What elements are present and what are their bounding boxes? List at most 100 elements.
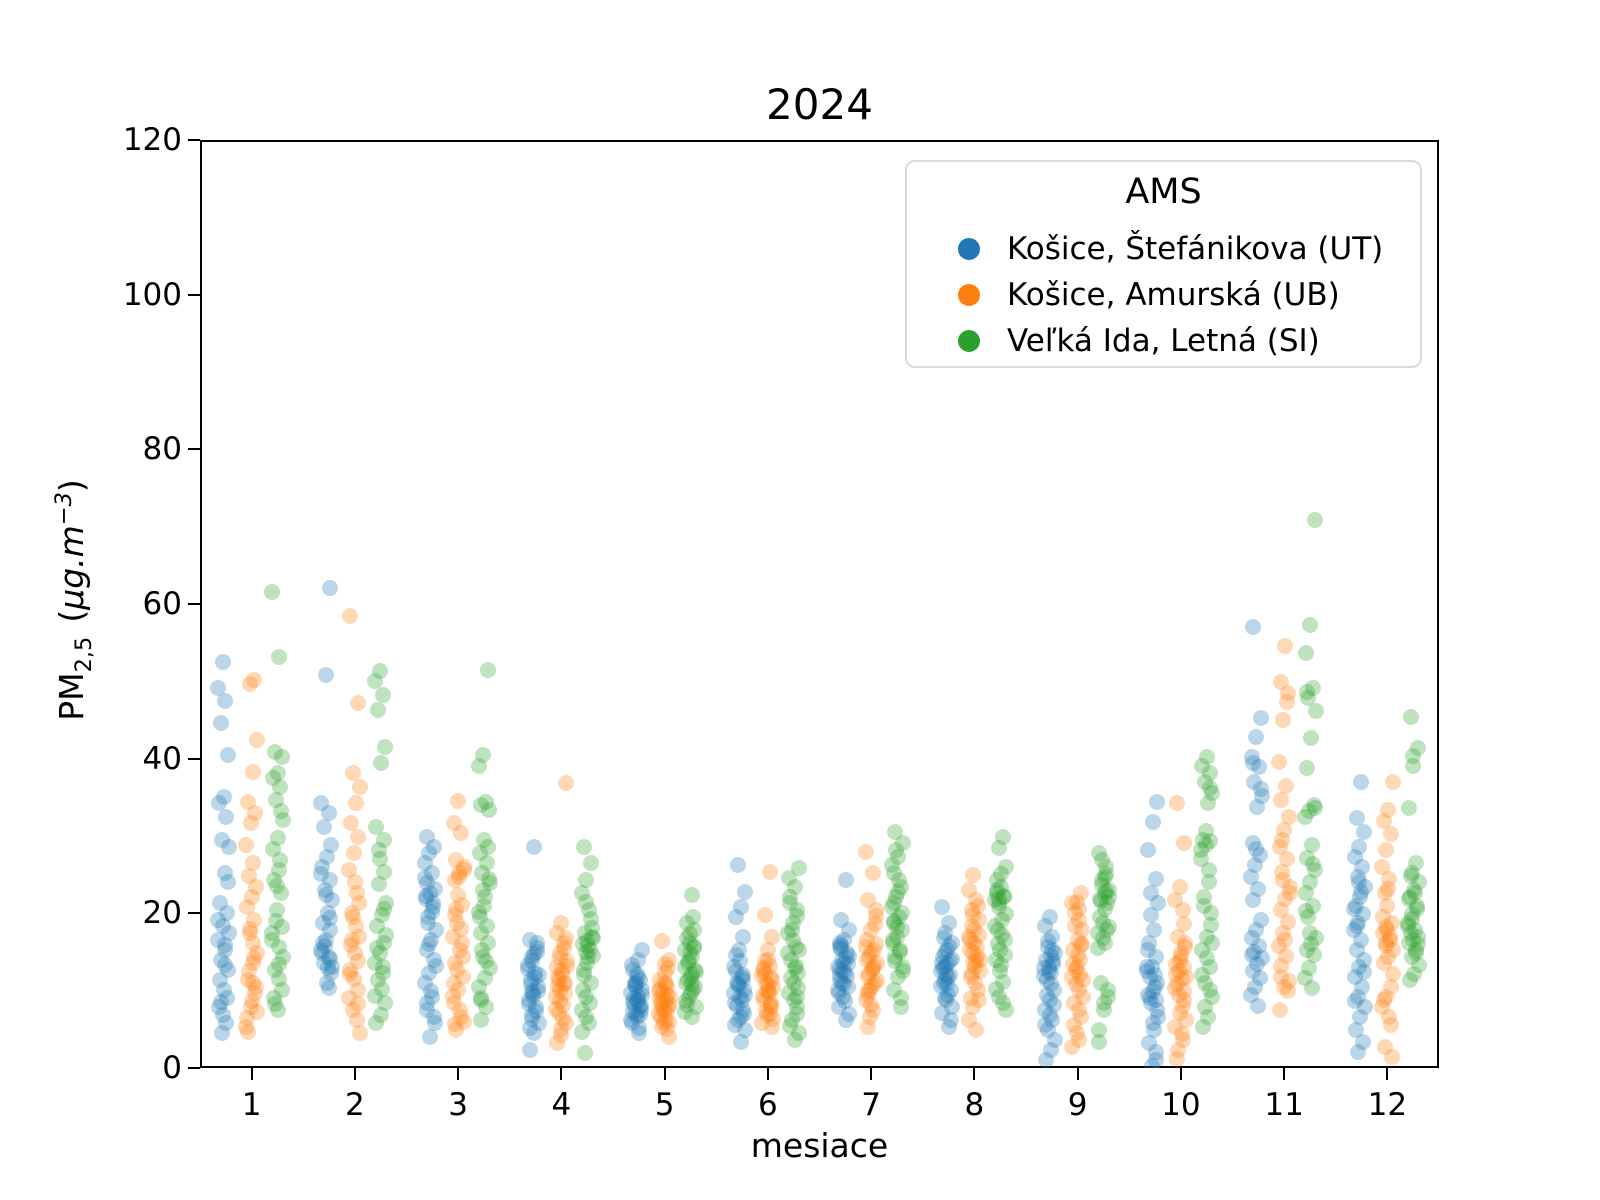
data-point [1147,870,1164,887]
data-point [1093,877,1110,894]
data-point [782,889,799,906]
data-point [1174,998,1191,1015]
data-point [268,902,285,919]
data-point [1302,873,1319,890]
data-point [868,971,885,988]
data-point [1306,800,1323,817]
data-point [323,964,340,981]
data-point [1096,901,1113,918]
data-point [787,938,804,955]
data-point [376,900,393,917]
data-point [1252,912,1269,929]
data-point [1349,868,1366,885]
data-point [1042,947,1059,964]
data-point [1380,948,1397,965]
data-point [1040,958,1057,975]
data-point [1380,880,1397,897]
data-point [839,978,856,995]
data-point [1354,858,1371,875]
data-point [970,926,987,943]
data-point [1036,967,1053,984]
data-point [1253,787,1270,804]
data-point [218,1015,235,1032]
data-point [1275,925,1292,942]
data-point [240,963,257,980]
data-point [1410,957,1427,974]
data-point [470,903,487,920]
data-point [837,950,854,967]
data-point [836,993,853,1010]
data-point [684,948,701,965]
legend-swatch [958,284,980,306]
data-point [885,913,902,930]
data-point [1305,797,1322,814]
data-point [863,996,880,1013]
data-point [653,1019,670,1035]
data-point [1375,991,1392,1008]
data-point [1378,841,1395,858]
data-point [941,967,958,984]
data-point [1101,889,1118,906]
data-point [1384,941,1401,958]
data-point [1071,911,1088,928]
data-point [890,872,907,889]
data-point [1150,895,1167,912]
data-point [547,988,564,1005]
data-point [733,991,750,1008]
data-point [888,841,905,858]
data-point [582,910,599,927]
data-point [1405,931,1422,948]
data-point [245,934,262,951]
data-point [270,862,287,879]
data-point [887,953,904,970]
data-point [445,995,462,1012]
data-point [1064,1039,1081,1056]
data-point [1046,997,1063,1014]
data-point [1348,941,1365,958]
data-point [449,961,466,978]
data-point [633,1002,650,1018]
data-point [1382,928,1399,945]
data-point [1203,905,1220,922]
data-point [1070,1002,1087,1018]
data-point [1399,914,1416,931]
data-point [422,885,439,902]
data-point [627,1005,644,1022]
data-point [1041,991,1058,1008]
data-point [238,836,255,853]
data-point [275,811,292,828]
data-point [1148,948,1165,965]
data-point [352,1025,369,1042]
data-point [213,1025,230,1042]
data-point [1038,971,1055,988]
data-point [210,911,227,928]
data-point [937,958,954,975]
data-point [450,886,467,903]
data-point [1300,909,1317,926]
data-point [1303,837,1320,854]
data-point [449,915,466,932]
data-point [1044,942,1061,959]
data-point [860,1019,877,1035]
data-point [445,974,462,991]
data-point [376,934,393,951]
data-point [1069,947,1086,964]
data-point [264,925,281,942]
data-point [246,912,263,929]
data-point [1277,931,1294,948]
data-point [1201,764,1218,781]
data-point [220,746,237,763]
x-axis-label: mesiace [750,1126,889,1165]
data-point [240,971,257,988]
data-point [556,974,573,991]
data-point [548,1035,565,1052]
data-point [1195,831,1212,848]
data-point [1201,981,1218,998]
data-point [961,931,978,948]
data-point [631,1025,648,1042]
data-point [933,899,950,916]
data-point [987,951,1004,968]
data-point [657,991,674,1008]
data-point [830,984,847,1001]
data-point [681,926,698,943]
